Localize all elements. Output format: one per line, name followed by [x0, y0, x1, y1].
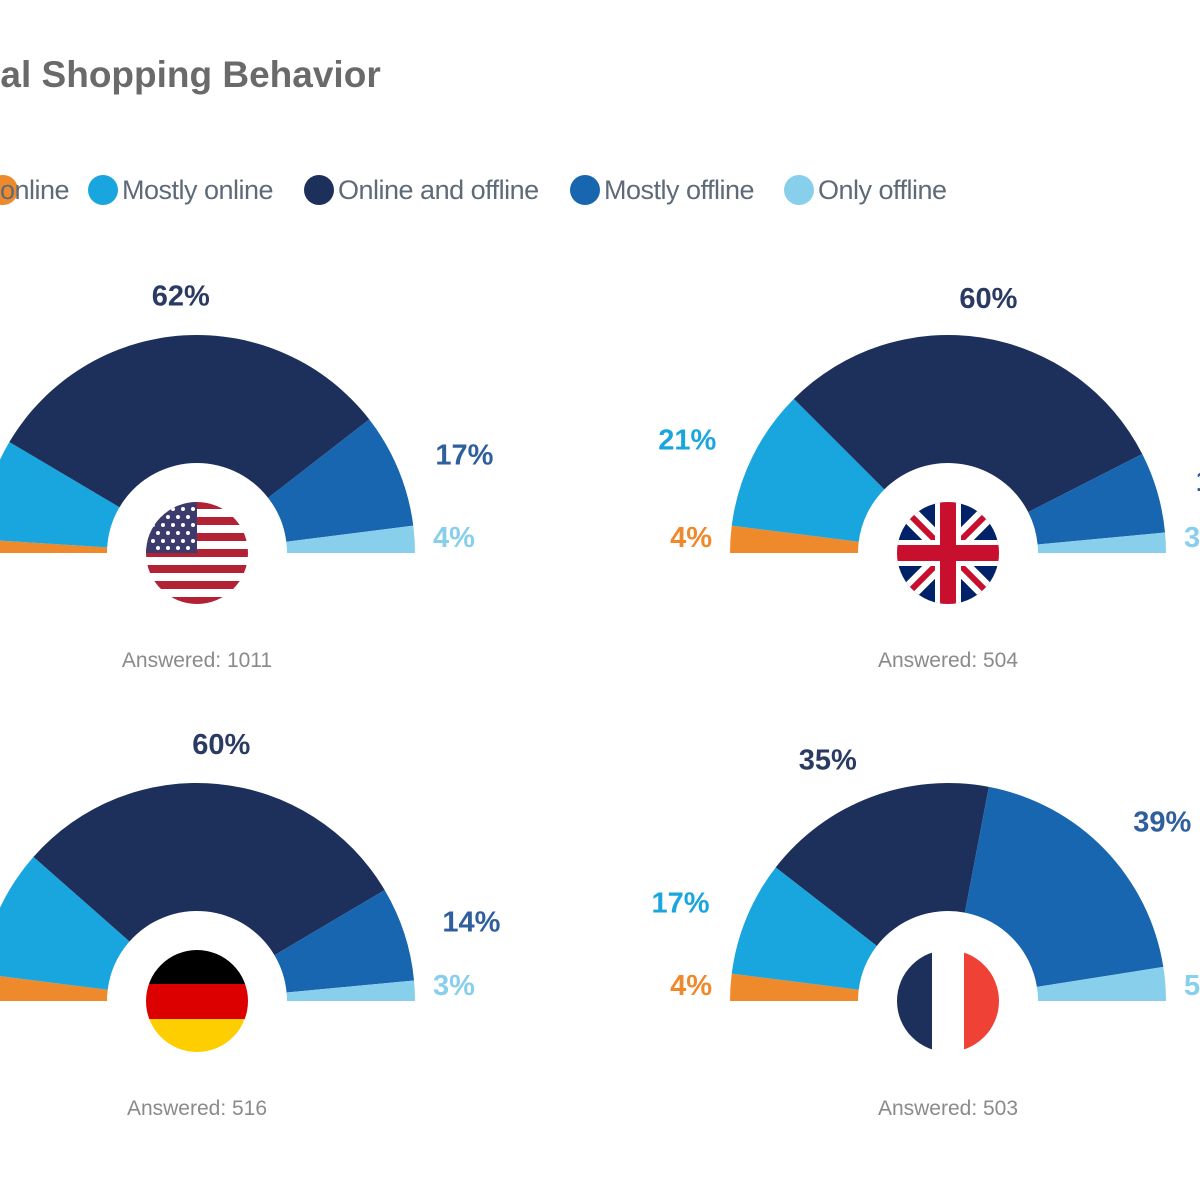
- data-label-online-and-offline: 62%: [152, 281, 210, 313]
- answered-text: Answered: 504: [878, 649, 1018, 672]
- slice-mostly-offline: [268, 419, 414, 542]
- answered-count-germany: Answered: 516: [127, 1097, 267, 1120]
- data-label-mostly-offline: 17%: [435, 439, 493, 471]
- answered-text: Answered: 503: [878, 1097, 1018, 1120]
- legend-label-online-and-offline: Online and offline: [338, 175, 539, 205]
- data-label-mostly-online: 17%: [652, 887, 710, 919]
- semicircle-chart-2: 4% 21% 60% 12 3: [658, 283, 1200, 554]
- slice-online-and-offline: [9, 335, 370, 508]
- slice-only-online: [730, 525, 859, 553]
- answered-count-usa: Answered: 1011: [122, 649, 272, 672]
- slice-online-and-offline: [33, 783, 385, 956]
- data-label-online-and-offline: 60%: [959, 283, 1017, 315]
- data-label-online-and-offline: 60%: [192, 729, 250, 761]
- answered-count-uk: Answered: 504: [878, 649, 1018, 672]
- slice-only-online: [730, 973, 859, 1001]
- data-label-mostly-online: 21%: [658, 425, 716, 457]
- legend-label-mostly-offline: Mostly offline: [604, 175, 755, 205]
- slice-mostly-offline: [964, 786, 1164, 987]
- data-label-only-offline: 4%: [433, 522, 475, 554]
- legend-swatch-online-and-offline: [304, 175, 334, 205]
- slice-online-and-offline: [793, 334, 1143, 513]
- usa-flag-icon: [146, 502, 248, 604]
- answered-text: Answered: 1011: [122, 649, 272, 672]
- slice-mostly-online: [0, 442, 120, 548]
- germany-flag-icon: [146, 950, 248, 1052]
- france-flag-icon: [897, 950, 999, 1052]
- data-label-only-offline: 5: [1184, 970, 1200, 1002]
- slice-mostly-online: [731, 867, 877, 990]
- data-label-online-and-offline: 35%: [799, 745, 857, 777]
- slice-mostly-offline: [274, 890, 415, 993]
- answered-count-france: Answered: 503: [878, 1097, 1018, 1120]
- slice-only-offline: [286, 980, 415, 1001]
- data-label-only-online: 4%: [670, 970, 712, 1002]
- slice-mostly-offline: [1028, 454, 1166, 545]
- legend-swatch-only-offline: [784, 175, 814, 205]
- legend-swatch-mostly-offline: [570, 175, 600, 205]
- answered-text: Answered: 516: [127, 1097, 267, 1120]
- legend-label-mostly-online: Mostly online: [122, 175, 274, 205]
- slice-only-online: [0, 976, 108, 1001]
- data-label-only-offline: 3%: [433, 970, 475, 1002]
- data-label-mostly-offline: 39%: [1133, 807, 1191, 839]
- data-label-only-online: 4%: [670, 522, 712, 554]
- slice-online-and-offline: [775, 782, 989, 946]
- chart-title: ral Shopping Behavior: [0, 54, 381, 95]
- semicircle-chart-1: 62% 17% 4%: [0, 281, 494, 554]
- data-label-only-offline: 3: [1184, 522, 1200, 554]
- legend-swatch-only-online: [0, 175, 18, 205]
- semicircle-chart-3: 60% 14% 3%: [0, 729, 501, 1002]
- slice-mostly-online: [731, 398, 885, 542]
- slice-only-offline: [286, 525, 415, 553]
- uk-flag-icon: [897, 502, 999, 604]
- slice-mostly-online: [0, 856, 130, 990]
- semicircle-chart-4: 4% 17% 35% 39% 5: [652, 745, 1200, 1002]
- data-label-mostly-offline: 12: [1196, 466, 1200, 498]
- slice-only-online: [0, 540, 108, 553]
- legend-label-only-online: online: [0, 175, 70, 205]
- data-label-mostly-offline: 14%: [442, 906, 500, 938]
- slice-only-offline: [1036, 966, 1167, 1001]
- legend-swatch-mostly-online: [88, 175, 118, 205]
- slice-only-offline: [1037, 532, 1166, 553]
- legend-label-only-offline: Only offline: [818, 175, 947, 205]
